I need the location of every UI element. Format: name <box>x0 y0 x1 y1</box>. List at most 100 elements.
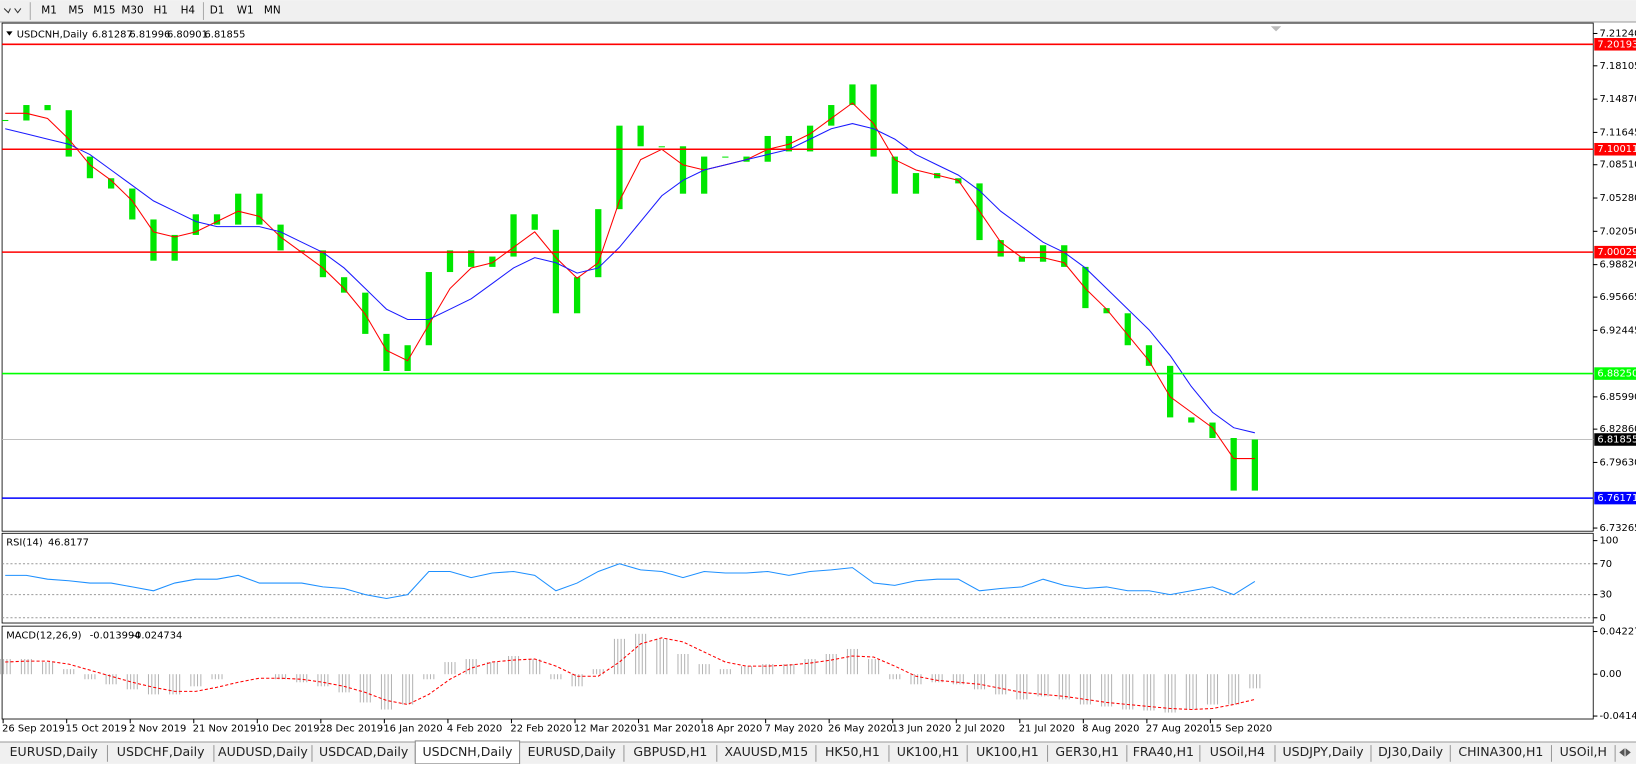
level-label: 7.20193 <box>1597 39 1636 50</box>
level-label-bg <box>1594 142 1636 156</box>
candle <box>531 214 538 230</box>
candle <box>1018 256 1026 262</box>
tab[interactable]: GER30,H1 <box>1055 744 1119 759</box>
level-label: 6.88250 <box>1597 369 1636 380</box>
tab[interactable]: XAUUSD,M15 <box>724 744 808 759</box>
y-tick-label: 7.18105 <box>1599 61 1636 72</box>
tab[interactable]: DJ30,Daily <box>1378 744 1443 759</box>
candle <box>107 178 115 189</box>
candle <box>23 105 30 121</box>
x-tick-label: 7 May 2020 <box>765 723 823 734</box>
timeframe-button[interactable]: M30 <box>121 5 143 17</box>
timeframe-button[interactable]: M5 <box>68 5 84 17</box>
tab[interactable]: AUDUSD,Daily <box>218 744 308 759</box>
timeframe-button[interactable]: M1 <box>41 5 57 17</box>
candle <box>340 277 348 293</box>
tab-scroll[interactable] <box>1619 748 1631 757</box>
current-price-bg <box>1594 433 1636 446</box>
tab[interactable]: USDCNH,Daily <box>422 744 512 759</box>
quote-value: 6.81287 <box>92 30 133 41</box>
timeframe-button[interactable]: M15 <box>93 5 115 17</box>
candle <box>1124 313 1131 346</box>
candle <box>934 173 941 179</box>
level-label: 7.00029 <box>1597 247 1636 258</box>
tab[interactable]: CHINA300,H1 <box>1458 744 1543 759</box>
tab[interactable]: UK100,H1 <box>976 744 1039 759</box>
indicator-value: 46.8177 <box>48 538 89 549</box>
signal-line <box>5 637 1255 711</box>
candle <box>298 250 305 252</box>
chart-title: USDCNH,Daily <box>17 30 88 41</box>
candle <box>616 125 623 210</box>
tab[interactable]: GBPUSD,H1 <box>633 744 707 759</box>
tab[interactable]: USDCHF,Daily <box>117 744 205 759</box>
candle <box>425 272 432 346</box>
indicator-title: RSI(14) <box>6 538 43 549</box>
x-tick-label: 15 Oct 2019 <box>66 723 127 734</box>
timeframe-button[interactable]: H4 <box>181 5 196 17</box>
tab[interactable]: EURUSD,Daily <box>10 744 99 759</box>
tab[interactable]: USOil,H4 <box>1210 744 1265 759</box>
candle <box>171 234 178 261</box>
candle <box>235 193 242 225</box>
x-tick-label: 18 Apr 2020 <box>701 723 762 734</box>
candle <box>510 214 517 257</box>
candle <box>1167 365 1174 418</box>
y-tick-label: 30 <box>1599 590 1612 601</box>
y-tick-label: 0.00 <box>1599 669 1621 680</box>
candle <box>679 146 687 194</box>
candle <box>1082 266 1089 309</box>
y-tick-label: 6.92445 <box>1599 325 1636 336</box>
timeframe-button[interactable]: H1 <box>153 5 167 17</box>
timeframe-button[interactable]: MN <box>264 5 281 17</box>
candle <box>595 209 602 278</box>
x-tick-label: 26 May 2020 <box>828 723 893 734</box>
macd-panel <box>1 625 1594 720</box>
tab[interactable]: UK100,H1 <box>897 744 960 759</box>
candle <box>1209 422 1216 439</box>
level-label: 7.10011 <box>1597 144 1636 155</box>
candle <box>1061 245 1068 267</box>
timeframe-button[interactable]: W1 <box>237 5 254 17</box>
x-tick-label: 2 Nov 2019 <box>129 723 186 734</box>
tab[interactable]: USOil,H <box>1560 744 1607 759</box>
candle <box>256 193 263 225</box>
candle <box>552 229 560 314</box>
candle <box>1103 308 1110 314</box>
tool-icon[interactable] <box>3 8 22 14</box>
quote-value: 6.81855 <box>205 30 246 41</box>
y-tick-label: 0 <box>1599 613 1605 624</box>
x-tick-label: 13 Jun 2020 <box>892 723 952 734</box>
tab[interactable]: HK50,H1 <box>825 744 880 759</box>
tab[interactable]: EURUSD,Daily <box>528 744 617 759</box>
level-label: 6.76171 <box>1597 493 1636 504</box>
y-tick-label: -0.04148 <box>1599 711 1636 722</box>
x-tick-label: 21 Nov 2019 <box>193 723 256 734</box>
x-tick-label: 26 Sep 2019 <box>2 723 65 734</box>
candle <box>1230 438 1237 491</box>
x-tick-label: 22 Feb 2020 <box>510 723 572 734</box>
candle <box>213 214 221 225</box>
moving-average <box>5 102 1255 460</box>
y-tick-label: 6.79630 <box>1599 457 1636 468</box>
tab[interactable]: FRA40,H1 <box>1133 744 1194 759</box>
candle <box>849 84 856 106</box>
x-tick-label: 15 Sep 2020 <box>1209 723 1272 734</box>
tab-bar <box>0 741 1636 764</box>
x-tick-label: 28 Dec 2019 <box>320 723 383 734</box>
tab[interactable]: USDCAD,Daily <box>319 744 409 759</box>
x-tick-label: 21 Jul 2020 <box>1019 723 1075 734</box>
y-tick-label: 6.95665 <box>1599 292 1636 303</box>
toolbar <box>0 0 1636 23</box>
tab[interactable]: USDJPY,Daily <box>1282 744 1364 759</box>
price-panel <box>1 22 1594 532</box>
timeframe-button[interactable]: D1 <box>210 5 225 17</box>
shift-marker <box>1270 26 1282 32</box>
candle <box>891 156 898 194</box>
candle <box>1188 417 1195 423</box>
y-tick-label: 7.11645 <box>1599 127 1636 138</box>
x-tick-label: 12 Mar 2020 <box>574 723 637 734</box>
rsi-line <box>5 563 1256 600</box>
